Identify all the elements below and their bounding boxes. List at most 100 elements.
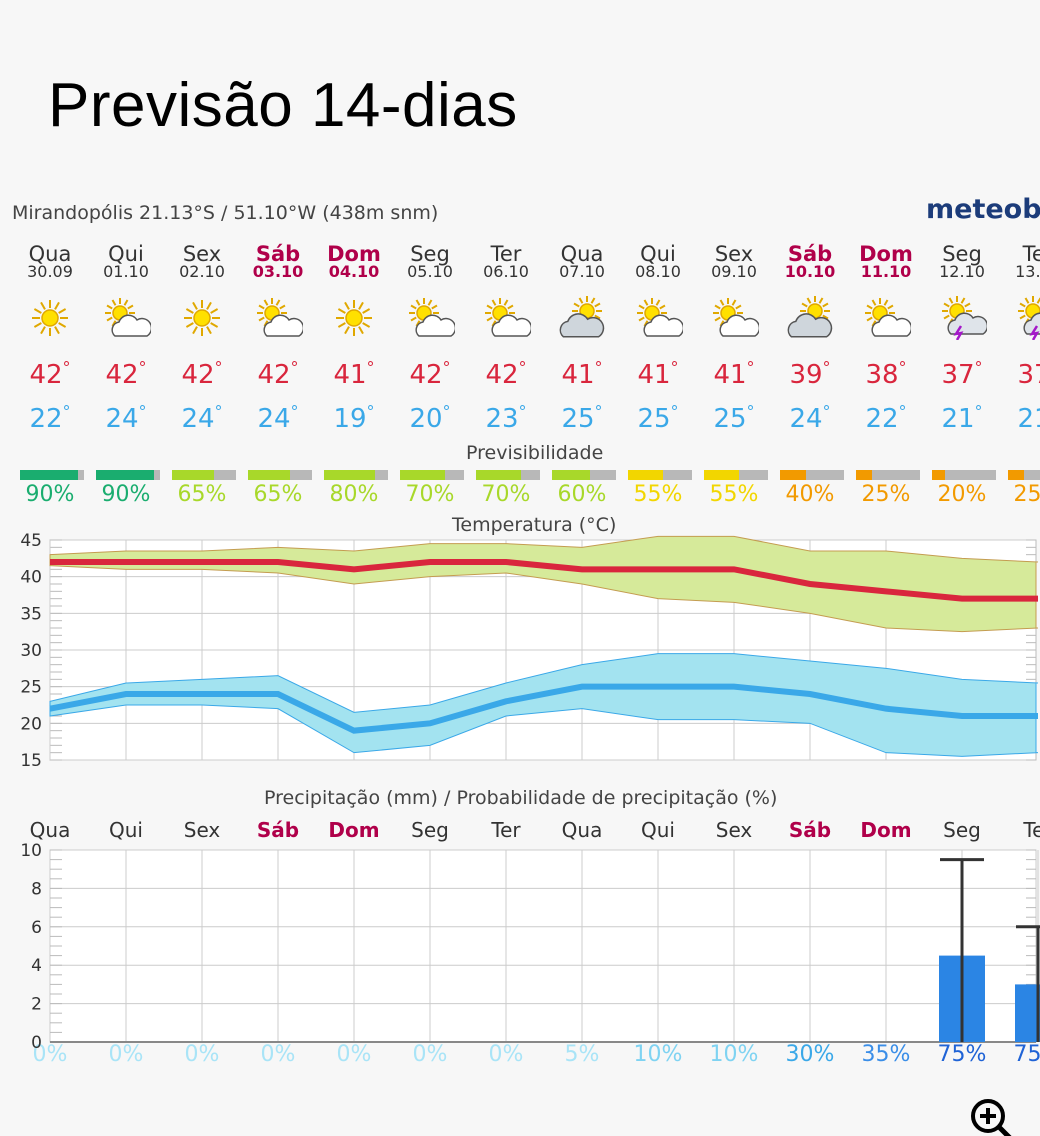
max-temp-value: 39: [789, 360, 823, 390]
day-name: Ter: [490, 242, 522, 266]
max-temp-value: 41: [637, 360, 671, 390]
precip-day-name: Qui: [641, 818, 675, 842]
day-header: Dom 11.10: [850, 244, 922, 280]
predictability-bar: [552, 470, 616, 480]
min-temperature-band: [49, 653, 1039, 757]
day-date: 11.10: [860, 262, 912, 281]
predictability-bar: [932, 470, 996, 480]
y-tick-label: 45: [20, 531, 42, 551]
max-temp-value: 42: [257, 360, 291, 390]
y-tick-label: 35: [20, 604, 42, 624]
day-name: Sáb: [255, 242, 301, 266]
sun-cloud-icon: [409, 298, 455, 337]
max-temp: 41°: [698, 358, 770, 390]
max-temp-value: 41: [713, 360, 747, 390]
predictability-bar: [628, 470, 692, 480]
max-temp-value: 42: [29, 360, 63, 390]
meteoblue-logo[interactable]: meteobl: [926, 194, 1040, 225]
degree-sign: °: [974, 358, 983, 377]
predictability-bar: [324, 470, 388, 480]
day-header: Qui 08.10: [622, 244, 694, 280]
thunder-icon: [942, 296, 987, 340]
min-temp: 20°: [394, 402, 466, 434]
min-temp: 25°: [546, 402, 618, 434]
day-name: Sex: [182, 242, 222, 266]
predictability-bar: [1008, 470, 1040, 480]
predictability-percent: 70%: [405, 482, 455, 507]
max-temp: 37°: [1002, 358, 1040, 390]
predictability-bar: [172, 470, 236, 480]
precip-probability: 0%: [108, 1042, 144, 1067]
predictability-percent: 25%: [1013, 482, 1040, 507]
day-header: Ter13.10: [1002, 244, 1040, 280]
predictability-percent: 70%: [481, 482, 531, 507]
min-temp: 22°: [14, 402, 86, 434]
precip-day-name: Qui: [109, 818, 143, 842]
predictability-fill: [552, 470, 591, 480]
meteogram[interactable]: Mirandopólis 21.13°S / 51.10°W (438m snm…: [0, 190, 1040, 1090]
sun-cloud-icon: [713, 298, 759, 337]
y-tick-label: 6: [31, 918, 42, 938]
min-temp-value: 25: [561, 404, 595, 434]
sun-icon: [336, 300, 372, 336]
day-date: 05.10: [407, 262, 453, 281]
temperature-chart-title: Temperatura (°C): [452, 514, 617, 536]
min-temp-value: 23: [485, 404, 519, 434]
predictability-fill: [704, 470, 740, 480]
degree-sign: °: [822, 358, 831, 377]
precip-bar: [1015, 984, 1040, 1042]
y-tick-label: 30: [20, 641, 42, 661]
day-date: 12.10: [939, 262, 985, 281]
precip-day-name: Sex: [715, 818, 753, 842]
predictability-bar: [96, 470, 160, 480]
degree-sign: °: [442, 358, 451, 377]
degree-sign: °: [138, 358, 147, 377]
max-temp-value: 37: [1017, 360, 1040, 390]
cloud-sun-icon: [559, 296, 605, 338]
zoom-in-icon[interactable]: [968, 1096, 1014, 1136]
min-temp-value: 25: [713, 404, 747, 434]
sun-cloud-icon: [485, 298, 531, 337]
precip-probability: 10%: [709, 1042, 759, 1067]
max-temp: 41°: [622, 358, 694, 390]
degree-sign: °: [746, 402, 755, 421]
degree-sign: °: [746, 358, 755, 377]
precipitation-chart: 10 8 6 4 2 0: [20, 841, 1040, 1053]
min-temp-value: 19: [333, 404, 367, 434]
precip-day-name: Dom: [328, 818, 380, 842]
day-name: Sáb: [787, 242, 833, 266]
min-temp: 25°: [622, 402, 694, 434]
min-temp: 19°: [318, 402, 390, 434]
day-header: Qua 07.10: [546, 244, 618, 280]
day-date: 08.10: [635, 262, 681, 281]
location-label: Mirandopólis 21.13°S / 51.10°W (438m snm…: [12, 202, 439, 224]
max-temperature-band: [49, 535, 1039, 633]
day-date: 06.10: [483, 262, 529, 281]
min-temp: 24°: [166, 402, 238, 434]
degree-sign: °: [290, 358, 299, 377]
plot-area: [49, 849, 1037, 1043]
precip-probability: 0%: [412, 1042, 448, 1067]
precip-probability: 0%: [488, 1042, 524, 1067]
predictability-percent: 40%: [785, 482, 835, 507]
predictability-fill: [628, 470, 664, 480]
page-title: Previsão 14-dias: [48, 71, 518, 140]
predictability-bar: [704, 470, 768, 480]
thunder-icon: [1018, 296, 1040, 340]
max-temp-value: 41: [333, 360, 367, 390]
predictability-fill: [400, 470, 445, 480]
day-header: Seg 12.10: [926, 244, 998, 280]
precip-probability: 35%: [861, 1042, 911, 1067]
degree-sign: °: [290, 402, 299, 421]
max-temp: 37°: [926, 358, 998, 390]
day-name: Qua: [28, 242, 72, 266]
min-temp-value: 24: [789, 404, 823, 434]
day-name: Seg: [942, 242, 982, 266]
precip-probability: 75%: [1013, 1042, 1040, 1067]
precip-probability: 0%: [260, 1042, 296, 1067]
max-temp: 38°: [850, 358, 922, 390]
predictability-fill: [932, 470, 945, 480]
degree-sign: °: [670, 402, 679, 421]
cloud-sun-icon: [787, 296, 833, 338]
predictability-bar: [476, 470, 540, 480]
